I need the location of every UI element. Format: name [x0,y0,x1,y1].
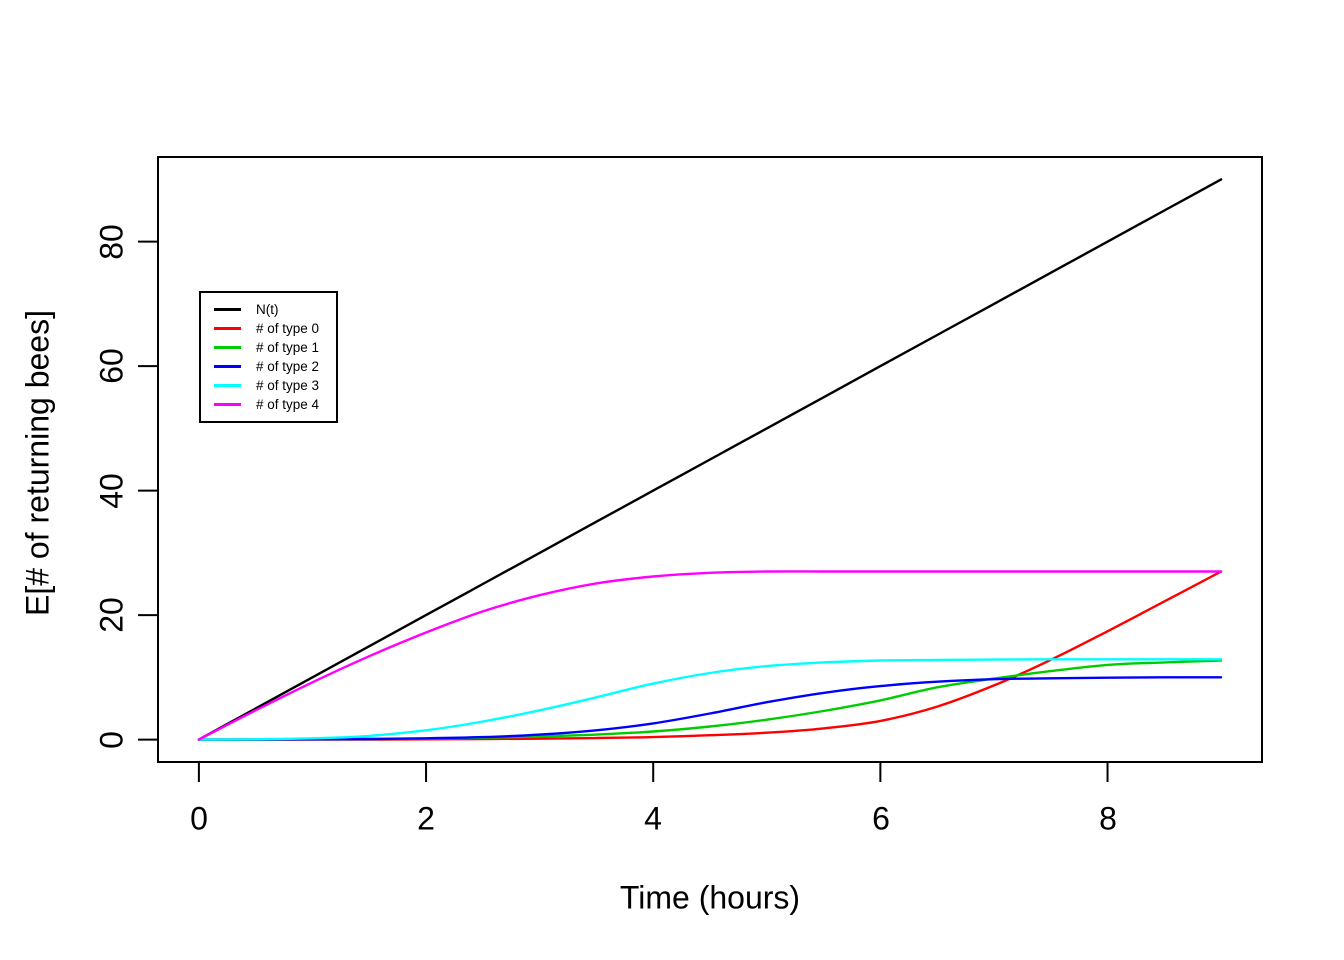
legend-line-swatch [214,384,241,387]
legend-item: N(t) [201,300,336,319]
legend-label: N(t) [256,301,279,317]
legend-item: # of type 2 [201,357,336,376]
legend-line-swatch [214,308,241,311]
legend-item: # of type 4 [201,395,336,414]
legend-item: # of type 0 [201,319,336,338]
legend-label: # of type 0 [256,320,320,336]
legend-line-swatch [214,346,241,349]
y-tick-label: 20 [93,597,130,633]
x-tick-label: 0 [190,800,208,837]
legend-line-swatch [214,327,241,330]
legend: N(t) # of type 0 # of type 1 # of type 2… [199,291,338,423]
legend-label: # of type 2 [256,358,320,374]
y-axis-title: E[# of returning bees] [19,310,56,616]
y-tick-label: 0 [93,731,130,749]
x-tick-label: 6 [872,800,890,837]
x-tick-label: 2 [417,800,435,837]
legend-line-swatch [214,403,241,406]
y-tick-label: 40 [93,473,130,509]
y-tick-label: 80 [93,224,130,260]
legend-label: # of type 1 [256,339,320,355]
x-axis-title: Time (hours) [619,879,801,916]
x-tick-label: 4 [644,800,662,837]
legend-label: # of type 4 [256,396,320,412]
y-tick-label: 60 [93,348,130,384]
x-tick-label: 8 [1099,800,1117,837]
legend-item: # of type 3 [201,376,336,395]
legend-item: # of type 1 [201,338,336,357]
legend-label: # of type 3 [256,377,320,393]
legend-line-swatch [214,365,241,368]
